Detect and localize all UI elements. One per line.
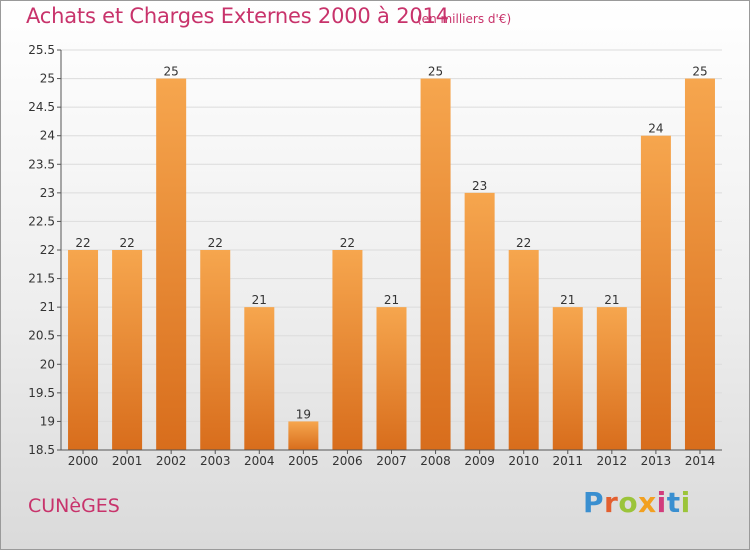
x-tick-label: 2010 bbox=[508, 454, 539, 468]
bars bbox=[68, 78, 715, 451]
bar-value-label: 19 bbox=[296, 407, 311, 421]
bar bbox=[112, 250, 143, 450]
bar-value-label: 25 bbox=[692, 65, 707, 79]
bar bbox=[464, 192, 495, 450]
bar bbox=[596, 307, 627, 450]
x-tick-label: 2004 bbox=[244, 454, 275, 468]
x-tick-label: 2006 bbox=[332, 454, 363, 468]
bar bbox=[552, 307, 583, 450]
x-tick-label: 2014 bbox=[685, 454, 716, 468]
bar-value-label: 22 bbox=[340, 236, 355, 250]
x-tick-label: 2008 bbox=[420, 454, 451, 468]
bar-value-label: 21 bbox=[252, 293, 267, 307]
bar bbox=[200, 250, 231, 450]
y-tick-label: 22.5 bbox=[28, 214, 55, 228]
bar-value-label: 22 bbox=[516, 236, 531, 250]
y-tick-label: 25 bbox=[40, 72, 55, 86]
bar bbox=[684, 78, 715, 451]
bar-value-label: 22 bbox=[208, 236, 223, 250]
x-tick-label: 2009 bbox=[464, 454, 495, 468]
bar-value-label: 25 bbox=[164, 65, 179, 79]
proxiti-logo: Proxiti bbox=[583, 486, 691, 519]
bar-value-label: 21 bbox=[384, 293, 399, 307]
bar bbox=[288, 421, 319, 450]
bar bbox=[508, 250, 539, 450]
y-tick-label: 22 bbox=[40, 243, 55, 257]
x-tick-label: 2013 bbox=[641, 454, 672, 468]
y-tick-label: 19.5 bbox=[28, 386, 55, 400]
x-tick-label: 2005 bbox=[288, 454, 319, 468]
y-tick-label: 18.5 bbox=[28, 443, 55, 457]
commune-name: CUNèGES bbox=[28, 495, 120, 517]
x-tick-label: 2002 bbox=[156, 454, 187, 468]
x-tick-label: 2011 bbox=[552, 454, 583, 468]
bar-value-label: 25 bbox=[428, 65, 443, 79]
bar bbox=[376, 307, 407, 450]
bar bbox=[244, 307, 275, 450]
chart-unit: (en milliers d'€) bbox=[417, 12, 512, 26]
axes bbox=[57, 49, 722, 454]
bar bbox=[640, 135, 671, 450]
bar-value-label: 23 bbox=[472, 179, 487, 193]
bar-value-label: 22 bbox=[75, 236, 90, 250]
x-tick-label: 2007 bbox=[376, 454, 407, 468]
y-tick-label: 21.5 bbox=[28, 272, 55, 286]
x-tick-label: 2003 bbox=[200, 454, 231, 468]
bar-value-label: 21 bbox=[560, 293, 575, 307]
y-tick-label: 19 bbox=[40, 414, 55, 428]
x-tick-label: 2012 bbox=[597, 454, 628, 468]
y-tick-label: 23 bbox=[40, 186, 55, 200]
x-tick-label: 2000 bbox=[68, 454, 99, 468]
y-tick-label: 25.5 bbox=[28, 43, 55, 57]
bar-value-label: 22 bbox=[119, 236, 134, 250]
bar bbox=[68, 250, 99, 450]
bar bbox=[332, 250, 363, 450]
bar-value-label: 24 bbox=[648, 122, 663, 136]
chart-title: Achats et Charges Externes 2000 à 2014 bbox=[26, 4, 449, 28]
bar-value-label: 21 bbox=[604, 293, 619, 307]
y-tick-label: 24 bbox=[40, 129, 55, 143]
labels: 18.5 19 19.5 20 20.5 21 21.5 22 22.5 23 23.5 24 24.5… bbox=[28, 43, 715, 468]
y-tick-label: 21 bbox=[40, 300, 55, 314]
y-tick-label: 20 bbox=[40, 357, 55, 371]
y-tick-label: 24.5 bbox=[28, 100, 55, 114]
y-tick-label: 23.5 bbox=[28, 157, 55, 171]
x-tick-label: 2001 bbox=[112, 454, 143, 468]
bar bbox=[156, 78, 187, 451]
y-tick-label: 20.5 bbox=[28, 329, 55, 343]
bar bbox=[420, 78, 451, 451]
